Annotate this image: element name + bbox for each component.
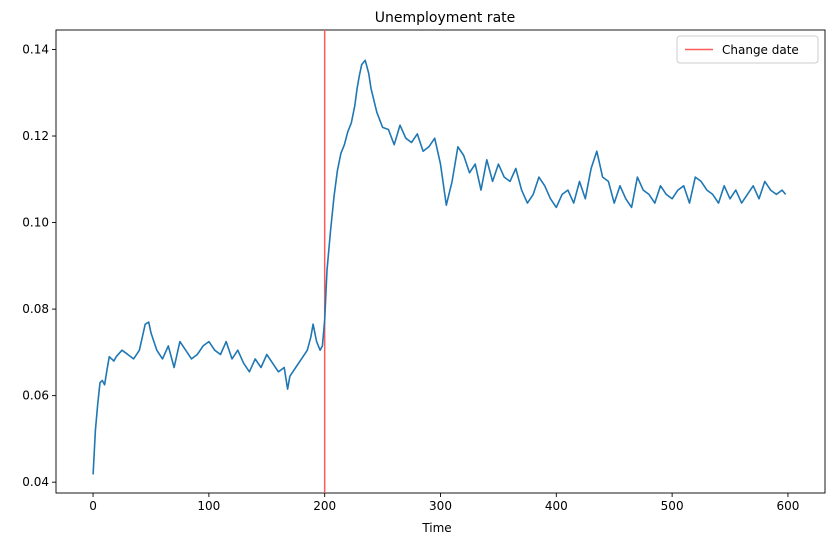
legend: Change date xyxy=(676,35,819,64)
x-tick-label: 300 xyxy=(429,499,452,513)
x-axis-label: Time xyxy=(421,521,451,535)
x-tick-label: 0 xyxy=(89,499,97,513)
chart-marks xyxy=(92,30,787,493)
x-axis: 0 100 200 300 400 500 600 xyxy=(89,493,799,513)
y-tick-label: 0.08 xyxy=(22,302,49,316)
y-axis: 0.04 0.06 0.08 0.10 0.12 0.14 xyxy=(22,42,56,489)
y-tick-label: 0.14 xyxy=(22,42,49,56)
x-tick-label: 600 xyxy=(776,499,799,513)
plot-area xyxy=(55,29,826,494)
y-tick-label: 0.10 xyxy=(22,216,49,230)
x-tick-label: 500 xyxy=(661,499,684,513)
chart-title: Unemployment rate xyxy=(375,10,516,26)
plot-frame xyxy=(55,29,826,494)
x-tick-label: 400 xyxy=(545,499,568,513)
legend-box xyxy=(676,35,819,64)
x-tick-label: 200 xyxy=(313,499,336,513)
x-tick-label: 100 xyxy=(197,499,220,513)
series-line-unemployment-rate xyxy=(92,59,787,475)
y-tick-label: 0.12 xyxy=(22,129,49,143)
legend-label-change-date: Change date xyxy=(722,43,799,57)
y-tick-label: 0.06 xyxy=(22,389,49,403)
y-tick-label: 0.04 xyxy=(22,475,49,489)
